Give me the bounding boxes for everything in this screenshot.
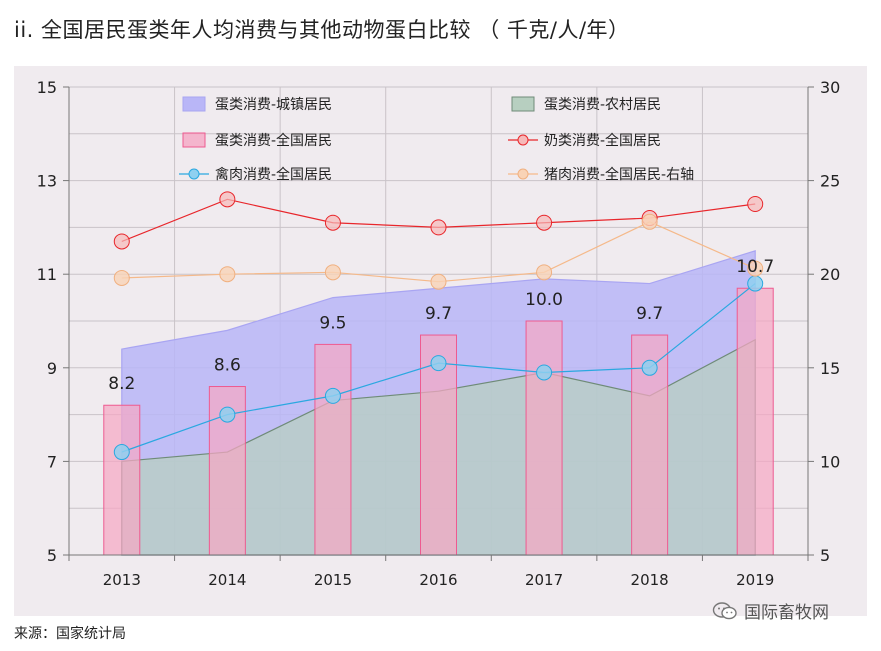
- bar-data-label: 8.6: [214, 356, 241, 376]
- y2-tick-label: 20: [820, 265, 840, 284]
- bar-national-egg: [314, 343, 352, 556]
- marker-poultry: [536, 364, 553, 381]
- line-series: [113, 191, 764, 461]
- bar-data-label: 9.7: [425, 304, 452, 324]
- bar-national-egg: [103, 404, 141, 556]
- x-tick-label: 2014: [208, 571, 246, 589]
- axes: 5 7 9 11 13 15 5 10 15 20 25 30 2013 2014 2015 2016 2017…: [37, 78, 841, 589]
- marker-pork: [219, 266, 236, 283]
- bar-national-egg: [420, 334, 457, 556]
- legend-label: 禽肉消费-全国居民: [215, 166, 332, 183]
- chart-title: ii. 全国居民蛋类年人均消费与其他动物蛋白比较 （ 千克/人/年）: [14, 18, 630, 42]
- bar-data-label: 10.7: [736, 257, 774, 277]
- marker-milk: [747, 196, 764, 212]
- marker-pork: [536, 264, 553, 281]
- y2-tick-label: 5: [820, 546, 830, 565]
- marker-pork: [641, 213, 658, 230]
- y2-tick-label: 15: [820, 359, 840, 378]
- y-tick-label: 13: [37, 172, 57, 191]
- legend-swatch: [511, 96, 535, 112]
- marker-poultry: [113, 444, 130, 461]
- y2-tick-label: 10: [820, 452, 840, 471]
- legend-label: 猪肉消费-全国居民-右轴: [544, 166, 694, 183]
- y-tick-label: 11: [37, 265, 57, 284]
- x-tick-label: 2018: [631, 571, 669, 589]
- legend-marker: [517, 134, 529, 146]
- source-note: 来源：国家统计局: [14, 626, 126, 642]
- legend-label: 蛋类消费-城镇居民: [215, 97, 332, 113]
- bar-data-label: 10.0: [525, 290, 563, 310]
- legend-swatch: [182, 132, 206, 148]
- marker-pork: [747, 260, 764, 277]
- marker-milk: [324, 214, 341, 231]
- marker-pork: [113, 269, 130, 286]
- watermark: 国际畜牧网: [712, 598, 829, 623]
- x-tick-label: 2013: [103, 571, 141, 589]
- legend-label: 蛋类消费-农村居民: [544, 97, 661, 113]
- x-tick-label: 2019: [736, 571, 774, 589]
- y-tick-label: 9: [47, 359, 57, 378]
- y-tick-label: 15: [37, 78, 57, 97]
- y-tick-label: 7: [47, 452, 57, 471]
- bar-national-egg: [736, 287, 774, 556]
- marker-pork: [324, 264, 341, 281]
- legend-item: 蛋类消费-全国居民: [182, 132, 332, 149]
- legend-swatch: [182, 96, 206, 112]
- bar-data-label: 9.5: [319, 313, 346, 333]
- legend-marker: [517, 168, 529, 180]
- legend-label: 蛋类消费-全国居民: [215, 132, 332, 149]
- marker-poultry: [324, 387, 341, 404]
- y-tick-label: 5: [47, 546, 57, 565]
- y2-tick-label: 30: [820, 78, 840, 97]
- marker-poultry: [747, 275, 764, 292]
- legend-item: 猪肉消费-全国居民-右轴: [508, 166, 694, 183]
- data-labels: 8.2 8.6 9.5 9.7 10.0 9.7 10.7: [108, 257, 774, 394]
- legend-item: 蛋类消费-农村居民: [511, 96, 661, 113]
- marker-milk: [536, 214, 553, 231]
- marker-milk: [113, 233, 130, 250]
- marker-milk: [430, 219, 447, 236]
- watermark-text: 国际畜牧网: [744, 603, 829, 623]
- x-tick-label: 2017: [525, 571, 563, 589]
- marker-poultry: [641, 359, 658, 376]
- legend-item: 奶类消费-全国居民: [508, 132, 661, 149]
- bar-data-label: 8.2: [108, 374, 135, 394]
- marker-poultry: [430, 355, 447, 372]
- legend-item: 蛋类消费-城镇居民: [182, 96, 332, 113]
- x-tick-label: 2015: [314, 571, 352, 589]
- bar-data-label: 9.7: [636, 304, 663, 324]
- bar-national-egg: [525, 320, 563, 556]
- legend-label: 奶类消费-全国居民: [544, 132, 661, 149]
- y2-tick-label: 25: [820, 172, 840, 191]
- legend-marker: [188, 168, 200, 180]
- marker-milk: [219, 191, 236, 208]
- wechat-icon: [712, 601, 737, 619]
- legend-item: 禽肉消费-全国居民: [179, 166, 332, 183]
- x-tick-label: 2016: [419, 571, 457, 589]
- marker-pork: [430, 273, 447, 290]
- marker-poultry: [219, 406, 236, 423]
